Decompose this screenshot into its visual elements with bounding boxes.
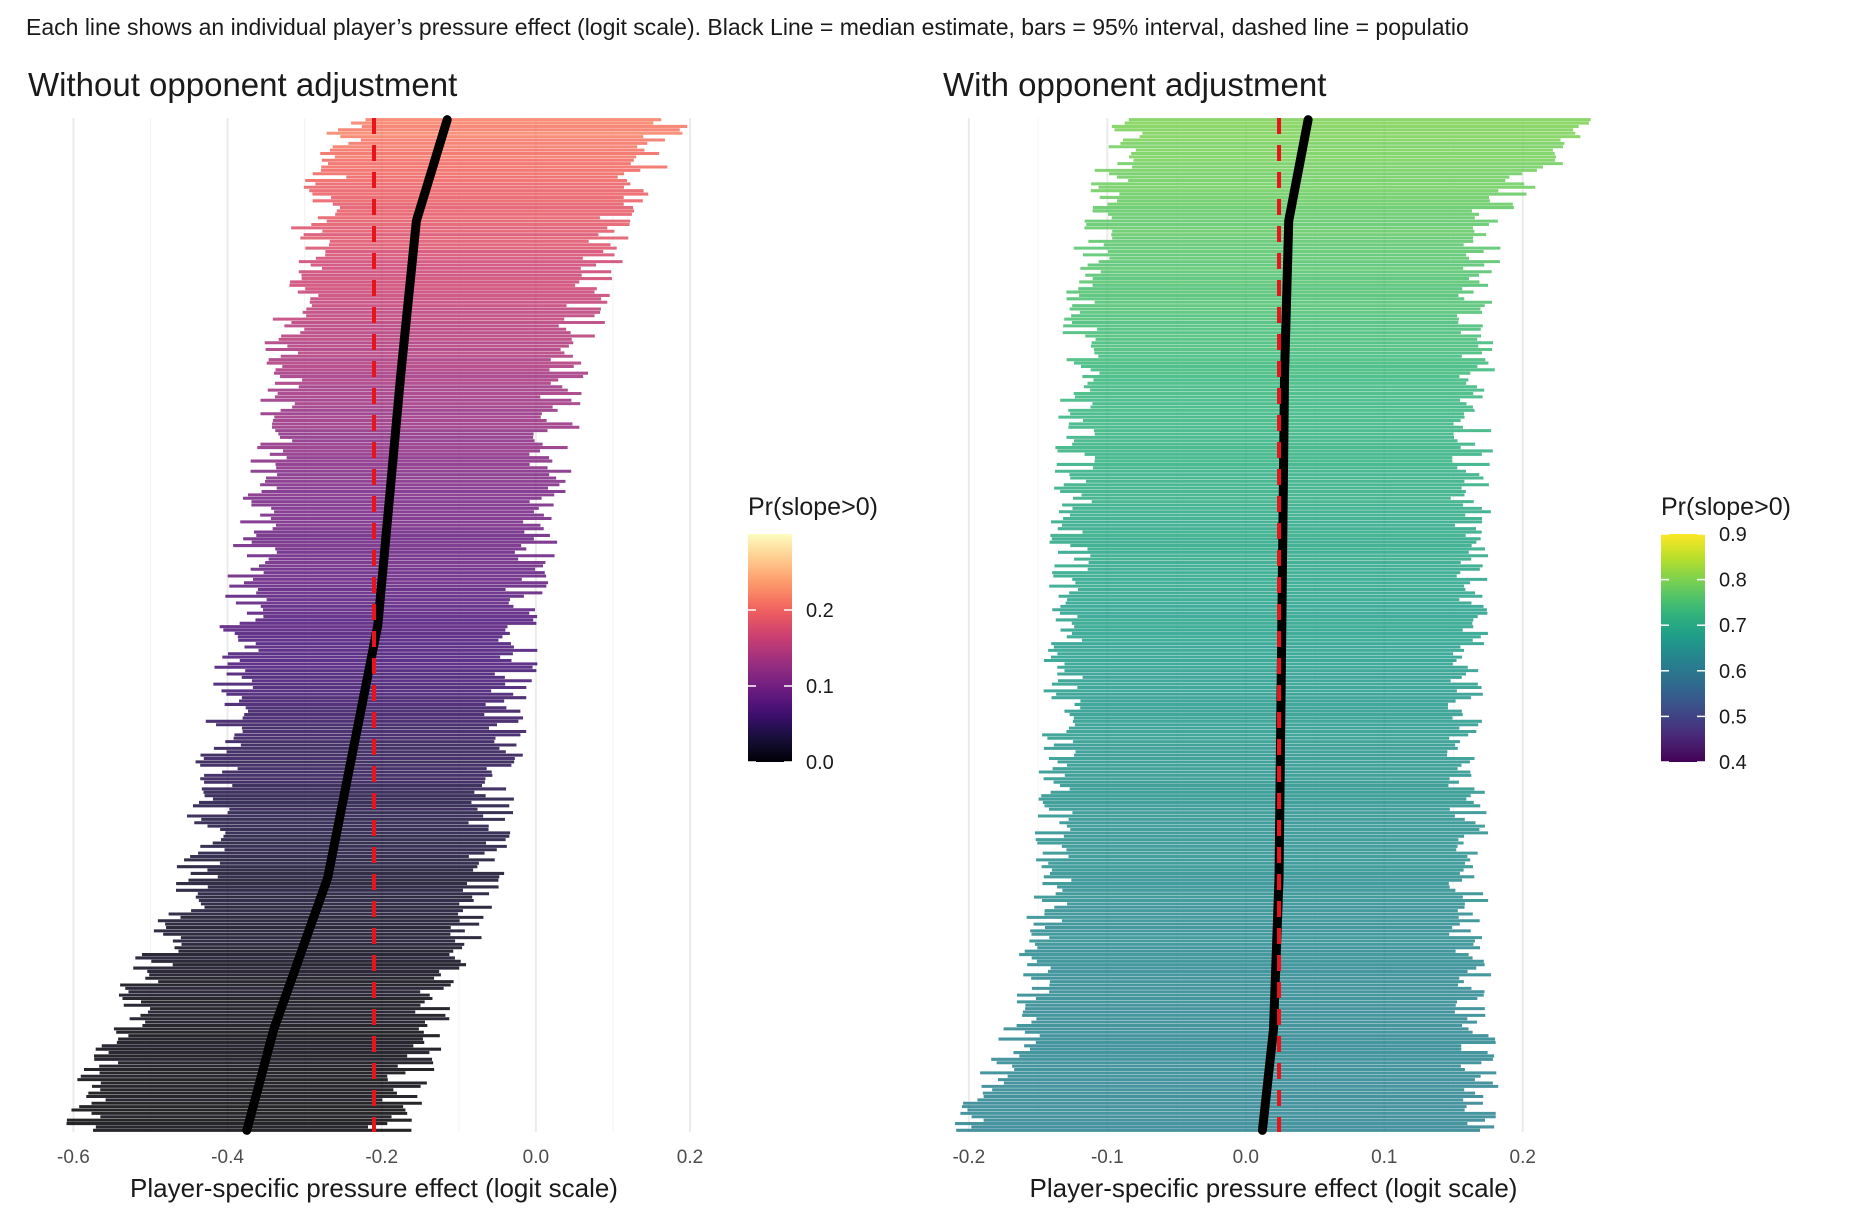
legend-tick-label: 0.8 — [1719, 570, 1747, 592]
x-tick-label: 0.1 — [1371, 1147, 1397, 1168]
x-tick-label: -0.1 — [1091, 1147, 1124, 1168]
legend-tick-label: 0.0 — [806, 752, 834, 774]
legend-tick-label: 0.4 — [1719, 752, 1747, 774]
legend-tick-label: 0.7 — [1719, 615, 1747, 637]
legend-tick-label: 0.2 — [806, 600, 834, 622]
median-line — [242, 115, 452, 1135]
panel-without-adjustment: Without opponent adjustment -0.6 -0.4 -0.2 0… — [28, 66, 878, 1203]
legend-tick-label: 0.9 — [1719, 524, 1747, 546]
x-tick-label: 0.2 — [1510, 1147, 1536, 1168]
legend: Pr(slope>0) 0.2 0.1 0.0 — [748, 493, 878, 774]
legend-colorbar — [1661, 534, 1705, 762]
legend-tick-label: 0.5 — [1719, 706, 1747, 728]
panel-with-adjustment: With opponent adjustment -0.2 -0.1 0.0 0.1 0.… — [943, 66, 1791, 1203]
x-axis-label: Player-specific pressure effect (logit s… — [1030, 1173, 1518, 1203]
x-tick-label: 0.0 — [523, 1147, 549, 1168]
legend-title: Pr(slope>0) — [748, 493, 878, 521]
x-tick-label: -0.2 — [952, 1147, 985, 1168]
panel-title: With opponent adjustment — [943, 66, 1326, 103]
subtitle: Each line shows an individual player’s p… — [26, 14, 1469, 40]
x-tick-label: -0.2 — [365, 1147, 398, 1168]
legend-tick-label: 0.6 — [1719, 661, 1747, 683]
panel-title: Without opponent adjustment — [28, 66, 457, 103]
legend-title: Pr(slope>0) — [1661, 493, 1791, 521]
x-tick-label: 0.0 — [1233, 1147, 1259, 1168]
x-tick-label: -0.4 — [211, 1147, 244, 1168]
median-line — [1257, 115, 1313, 1135]
legend-colorbar — [748, 534, 792, 762]
legend-tick-label: 0.1 — [806, 676, 834, 698]
x-tick-label: 0.2 — [677, 1147, 703, 1168]
x-axis-label: Player-specific pressure effect (logit s… — [130, 1173, 618, 1203]
legend: Pr(slope>0) 0.9 0.8 0.7 0.6 0.5 0.4 — [1661, 493, 1791, 774]
x-tick-label: -0.6 — [57, 1147, 90, 1168]
